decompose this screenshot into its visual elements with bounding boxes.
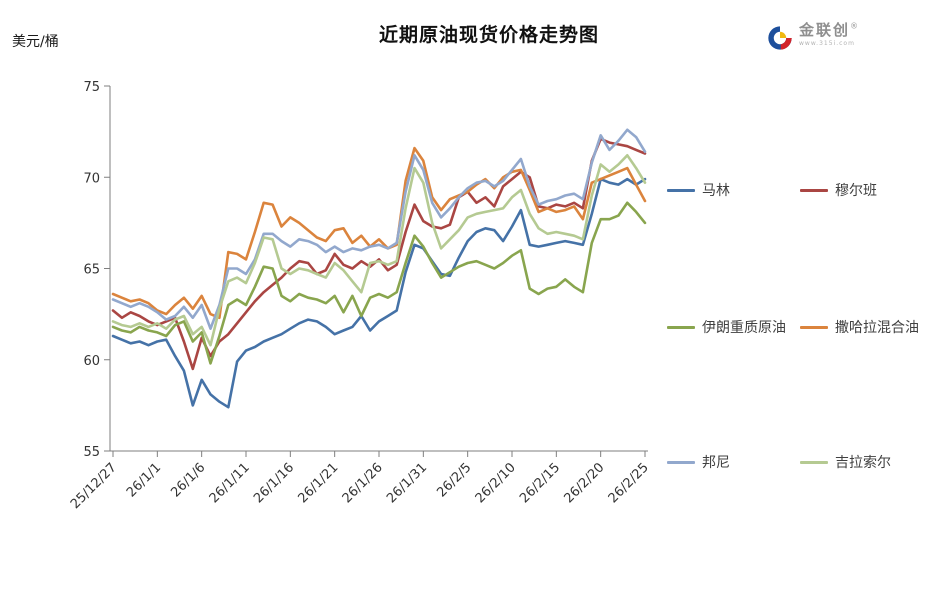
legend-item-iran-heavy: 伊朗重质原油: [667, 318, 786, 336]
legend-label-sahara-blend: 撒哈拉混合油: [835, 320, 919, 336]
logo-swirl-yellow: [780, 31, 787, 38]
x-tick-label: 25/12/27: [68, 460, 120, 512]
legend-label-murban: 穆尔班: [835, 183, 877, 199]
y-tick-label: 60: [83, 354, 100, 369]
x-tick-label: 26/1/1: [124, 460, 164, 500]
legend-swatch-murban: [800, 188, 828, 192]
x-tick-label: 26/1/16: [251, 460, 297, 506]
legend-item-girassol: 吉拉索尔: [800, 453, 891, 471]
y-tick-label: 75: [83, 80, 100, 95]
logo-swirl-red: [780, 38, 792, 50]
registered-mark-icon: ®: [850, 21, 859, 31]
brand-url: www.315i.com: [799, 40, 855, 47]
legend-label-girassol: 吉拉索尔: [835, 455, 891, 471]
x-tick-label: 26/1/31: [384, 460, 430, 506]
series-line-3: [111, 201, 647, 365]
legend-item-bonny: 邦尼: [667, 453, 730, 471]
x-tick-label: 26/1/26: [340, 460, 386, 506]
brand-name: 金联创: [799, 21, 851, 39]
legend-swatch-malin: [667, 188, 695, 192]
legend-swatch-bonny: [667, 460, 695, 464]
legend-label-malin: 马林: [702, 183, 730, 199]
y-tick-label: 55: [83, 445, 100, 460]
legend-item-murban: 穆尔班: [800, 181, 877, 199]
legend-item-sahara-blend: 撒哈拉混合油: [800, 318, 919, 336]
x-tick-label: 26/2/5: [434, 460, 474, 500]
x-tick-label: 26/1/6: [168, 460, 208, 500]
x-tick-label: 26/2/25: [606, 460, 652, 506]
brand-logo-text: 金联创® www.315i.com: [799, 22, 858, 47]
brand-logo-icon: [768, 26, 792, 50]
x-tick-label: 26/2/20: [561, 460, 607, 506]
x-tick-label: 26/1/11: [207, 460, 253, 506]
y-axis-unit-label: 美元/桶: [12, 34, 59, 50]
legend-item-malin: 马林: [667, 181, 730, 199]
x-tick-label: 26/2/10: [473, 460, 519, 506]
legend-label-iran-heavy: 伊朗重质原油: [702, 320, 786, 336]
brand-logo: 金联创® www.315i.com: [766, 22, 858, 52]
x-tick-label: 26/2/15: [517, 460, 563, 506]
chart-title: 近期原油现货价格走势图: [378, 24, 600, 46]
x-tick-label: 26/1/21: [295, 460, 341, 506]
y-tick-label: 70: [83, 171, 100, 186]
series-line-6: [111, 154, 647, 347]
legend-swatch-sahara-blend: [800, 325, 828, 329]
y-tick-label: 65: [83, 263, 100, 278]
legend-label-bonny: 邦尼: [702, 455, 730, 471]
series-line-1: [111, 177, 647, 409]
series-line-4: [111, 146, 647, 320]
series-line-2: [111, 137, 647, 371]
legend-swatch-iran-heavy: [667, 325, 695, 329]
legend-swatch-girassol: [800, 460, 828, 464]
series-line-5: [111, 128, 647, 331]
